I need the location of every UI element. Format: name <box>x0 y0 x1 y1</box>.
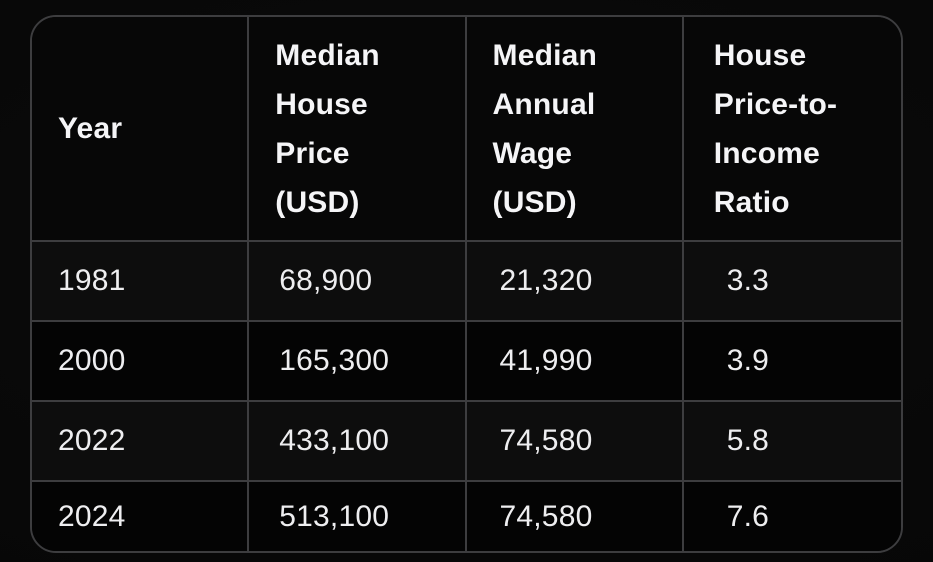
year-cell: 2024 <box>32 482 250 551</box>
table-header-row: Year Median House Price (USD) Median Ann… <box>32 17 901 242</box>
ratio-cell: 7.6 <box>726 499 770 533</box>
table-row-2022: 2022 433,100 74,580 5.8 <box>32 402 901 482</box>
annual-wage-cell: 74,580 <box>467 402 684 480</box>
column-header-price-to-income-ratio: House Price-to- Income Ratio <box>713 38 838 219</box>
column-header-year: Year <box>32 17 250 240</box>
year-cell: 2000 <box>32 322 250 400</box>
ratio-cell: 3.9 <box>726 344 770 377</box>
annual-wage-cell: 74,580 <box>467 482 684 551</box>
annual-wage-cell: 21,320 <box>467 242 684 320</box>
house-price-cell: 433,100 <box>249 402 467 480</box>
ratio-cell: 3.3 <box>726 264 770 297</box>
data-table: Year Median House Price (USD) Median Ann… <box>30 15 903 553</box>
table-row-2024: 2024 513,100 74,580 7.6 <box>32 482 901 551</box>
year-cell: 2022 <box>32 402 250 480</box>
table-row-2000: 2000 165,300 41,990 3.9 <box>32 322 901 402</box>
annual-wage-cell: 41,990 <box>467 322 684 400</box>
ratio-cell: 5.8 <box>726 424 770 457</box>
year-cell: 1981 <box>32 242 250 320</box>
column-header-median-annual-wage: Median Annual Wage (USD) <box>467 17 684 240</box>
table-row-1981: 1981 68,900 21,320 3.3 <box>32 242 901 322</box>
house-price-cell: 165,300 <box>249 322 467 400</box>
house-price-cell: 68,900 <box>249 242 467 320</box>
column-header-median-house-price: Median House Price (USD) <box>249 17 467 240</box>
house-price-cell: 513,100 <box>249 482 467 551</box>
